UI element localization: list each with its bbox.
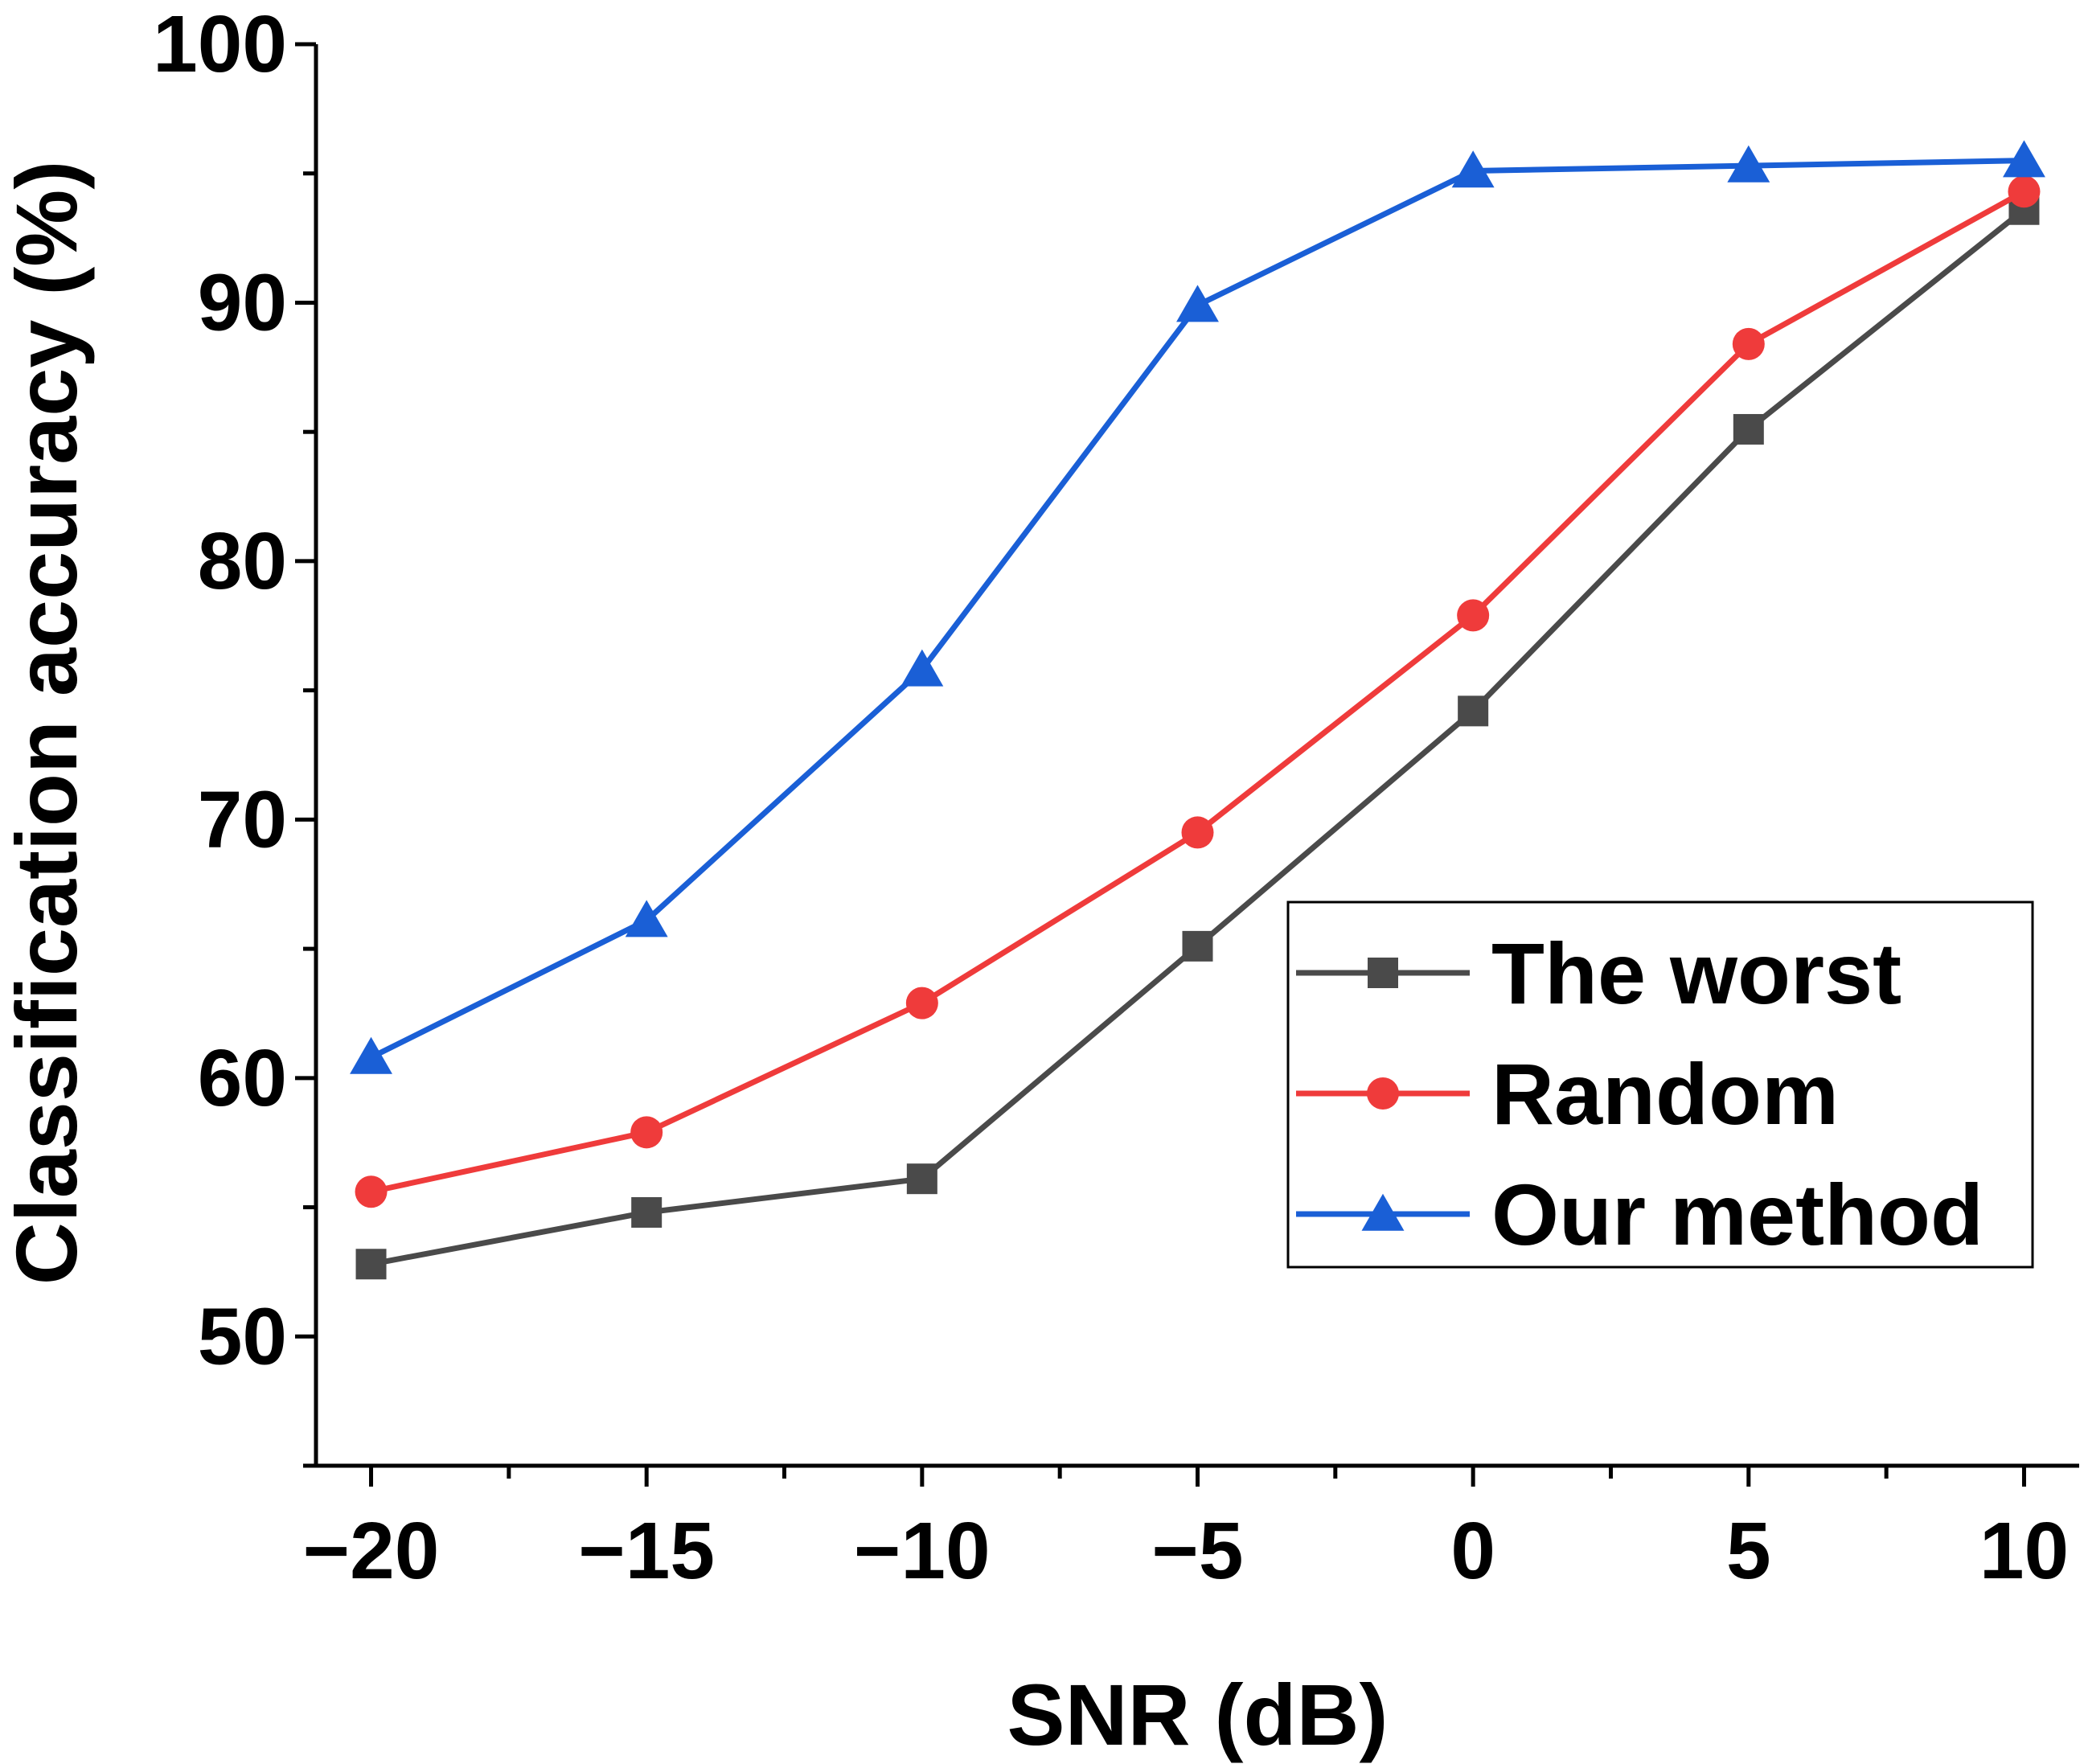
legend-entry: Random xyxy=(1296,1045,1839,1142)
data-point xyxy=(1451,150,1495,188)
x-tick-label: 5 xyxy=(1726,1506,1771,1596)
y-tick-label: 50 xyxy=(198,1291,287,1381)
data-point xyxy=(1181,816,1214,849)
y-tick-label: 60 xyxy=(198,1033,287,1123)
series-our-method xyxy=(350,140,2045,1074)
axes: 50 60 70 80 90 100 −20 −15 −10 −5 0 5 10 xyxy=(153,0,2079,1596)
x-tick-label: −10 xyxy=(854,1506,991,1596)
legend-marker xyxy=(1368,958,1398,988)
y-axis-title: Classification accuracy (%) xyxy=(0,161,95,1286)
x-tick-label: −5 xyxy=(1151,1506,1243,1596)
data-point xyxy=(355,1175,388,1208)
series-the-worst xyxy=(355,194,2040,1280)
series-random xyxy=(355,175,2041,1208)
legend-box xyxy=(1286,900,2034,1269)
x-tick-label: 0 xyxy=(1450,1506,1495,1596)
data-point xyxy=(631,1196,663,1228)
x-tick-label: 10 xyxy=(1979,1506,2069,1596)
data-point xyxy=(1176,285,1219,322)
data-point xyxy=(900,649,944,687)
data-point xyxy=(2003,140,2045,178)
legend-label: Random xyxy=(1491,1045,1839,1142)
legend-entry: Our method xyxy=(1296,1166,1983,1263)
y-tick-label: 70 xyxy=(198,774,287,864)
data-point xyxy=(1727,145,1770,183)
data-point xyxy=(1733,413,1764,445)
data-point xyxy=(2008,175,2041,208)
data-point xyxy=(1458,695,1489,727)
data-point xyxy=(1732,327,1765,360)
legend-marker xyxy=(1367,1077,1399,1110)
legend-label: Our method xyxy=(1491,1166,1983,1263)
series-layer xyxy=(350,140,2045,1280)
y-tick-label: 90 xyxy=(198,257,287,347)
data-point xyxy=(630,1116,663,1149)
legend-marker xyxy=(1361,1193,1405,1231)
x-tick-label: −20 xyxy=(303,1506,440,1596)
legend-entry: The worst xyxy=(1296,925,1901,1022)
data-point xyxy=(905,987,938,1019)
y-tick-label: 100 xyxy=(153,0,287,89)
data-point xyxy=(625,900,668,937)
y-tick-label: 80 xyxy=(198,516,287,606)
data-point xyxy=(906,1163,937,1195)
data-point xyxy=(350,1036,392,1074)
legend-label: The worst xyxy=(1491,925,1901,1022)
x-axis-title: SNR (dB) xyxy=(1007,1666,1389,1763)
data-point xyxy=(355,1249,387,1280)
legend: The worst Random Our method xyxy=(1286,900,2034,1269)
data-point xyxy=(1457,599,1490,632)
x-tick-label: −15 xyxy=(578,1506,715,1596)
data-point xyxy=(1182,930,1213,962)
